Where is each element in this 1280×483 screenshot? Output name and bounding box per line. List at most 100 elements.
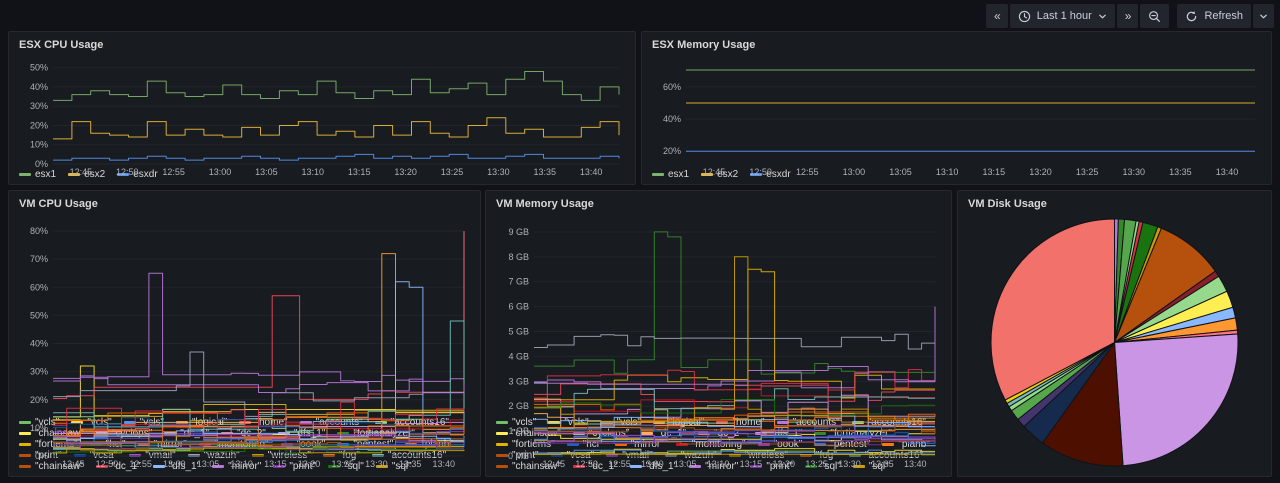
esx-cpu-chart[interactable]: 0% 10% 20% 30% 40% 50% 12:45 12:50 12:55 13:00 13:… [19,54,625,177]
svg-text:13:00: 13:00 [641,459,664,469]
time-shift-back-button[interactable]: « [986,4,1008,28]
vm-disk-pie-chart[interactable] [968,213,1261,472]
panel-title[interactable]: VM CPU Usage [19,198,98,210]
pie-slice[interactable] [1041,341,1124,467]
legend-item[interactable]: esxdr [117,169,158,180]
legend-series-label: "sql" [391,461,412,472]
legend-series-label: "mirror" [630,439,664,450]
svg-text:12:50: 12:50 [96,459,119,469]
legend-item[interactable]: "print" [273,461,316,472]
vm-memory-chart[interactable]: 0 MB 1 GB 2 GB 3 GB 4 GB 5 GB 6 GB 7 GB 8 GB 9 GB… [496,213,941,469]
legend-series-swatch [123,421,136,424]
svg-text:30%: 30% [30,367,48,377]
legend-series-swatch [852,465,865,468]
legend-item[interactable]: "fortianalyzer" [814,428,892,439]
legend-item[interactable]: "print" [750,461,793,472]
legend-series-swatch [572,465,585,468]
legend-series-swatch [273,465,286,468]
legend-item[interactable]: "print" [496,450,539,461]
legend-series-swatch [496,421,508,424]
legend-series-swatch [814,432,827,435]
legend-series-swatch [19,454,31,457]
legend-item[interactable]: esx1 [652,169,689,180]
panel-title[interactable]: VM Memory Usage [496,198,594,210]
panel-vm-memory-usage: VM Memory Usage 0 MB 1 GB 2 GB 3 GB 4 GB 5 GB… [485,190,952,477]
panel-title[interactable]: ESX CPU Usage [19,39,104,51]
refresh-button[interactable]: Refresh [1177,4,1251,28]
legend-item[interactable]: esxdr [750,169,791,180]
svg-text:30%: 30% [30,101,48,111]
svg-text:13:30: 13:30 [487,167,510,177]
legend-item[interactable]: "mirror" [689,461,738,472]
legend-series-swatch [614,443,627,446]
legend-item[interactable]: "print" [19,450,62,461]
legend-item[interactable]: "dfs_1" [152,461,200,472]
legend-series-swatch [566,443,579,446]
legend-series-label: "mirror" [228,461,262,472]
legend-item[interactable]: "hci" [566,439,603,450]
magnifier-minus-icon [1148,10,1161,23]
svg-text:2 GB: 2 GB [508,401,529,411]
legend-series-swatch [496,443,508,446]
svg-text:13:10: 13:10 [707,459,730,469]
svg-text:13:25: 13:25 [1076,167,1099,177]
svg-text:13:05: 13:05 [197,459,220,469]
legend-item[interactable]: "vcls" [19,417,59,428]
svg-text:12:45: 12:45 [703,167,726,177]
svg-text:20%: 20% [30,120,48,130]
legend-series-label: "fortianalyzer" [830,428,892,439]
legend-item[interactable]: esx2 [701,169,738,180]
legend-series-label: "dfs_1" [645,461,678,472]
zoom-out-time-button[interactable] [1140,4,1170,28]
legend-item[interactable]: "fortiems" [496,439,555,450]
panel-esx-memory-usage: ESX Memory Usage 20% 40% 60% 12:45 12:50 12:5… [641,31,1272,185]
svg-text:20%: 20% [30,395,48,405]
legend-series-swatch [152,465,165,468]
legend-item[interactable]: "sql" [375,461,412,472]
svg-text:40%: 40% [30,82,48,92]
svg-text:13:25: 13:25 [441,167,464,177]
legend-series-swatch [95,465,108,468]
legend-item[interactable]: "vcls" [496,417,536,428]
legend-item[interactable]: "accounts" [776,417,840,428]
refresh-interval-dropdown[interactable] [1253,4,1274,28]
pie-slice[interactable] [1113,333,1239,467]
time-picker-button[interactable]: Last 1 hour [1009,4,1115,28]
legend-item[interactable]: "sql" [852,461,889,472]
legend-item[interactable]: "sql" [804,461,841,472]
panel-title[interactable]: VM Disk Usage [968,198,1047,210]
legend-item[interactable]: esx1 [19,169,56,180]
svg-text:6 GB: 6 GB [508,302,529,312]
legend-series-swatch [327,465,340,468]
svg-text:20%: 20% [663,146,681,156]
legend-item[interactable]: "dc_1" [95,461,141,472]
time-shift-forward-button[interactable]: » [1116,4,1139,28]
legend-item[interactable]: "chainsaw" [496,461,561,472]
legend-item[interactable]: "pentest" [814,439,870,450]
legend-item[interactable]: "sql" [327,461,364,472]
legend-item[interactable]: "dfs_1" [629,461,678,472]
legend-series-swatch [750,465,763,468]
legend-series-swatch [19,432,31,435]
svg-text:13:10: 13:10 [302,167,325,177]
vm-cpu-chart[interactable]: 0% 10% 20% 30% 40% 50% 60% 70% 80% 12:45 12:50 12:5… [19,213,470,469]
legend-item[interactable]: "chainsaw" [19,461,84,472]
legend-item[interactable]: "planb" [882,439,930,450]
legend-item[interactable]: "mirror" [212,461,261,472]
pie-slice[interactable] [990,218,1115,401]
legend-item[interactable]: "dc_1" [572,461,618,472]
esx-memory-chart[interactable]: 20% 40% 60% 12:45 12:50 12:55 13:00 13:05 13:10 1… [652,54,1261,177]
svg-text:40%: 40% [30,339,48,349]
svg-text:13:00: 13:00 [843,167,866,177]
chevron-down-icon [1098,12,1107,21]
svg-text:12:50: 12:50 [575,459,598,469]
legend-item[interactable]: "home" [716,417,765,428]
panel-title[interactable]: ESX Memory Usage [652,39,756,51]
legend-item[interactable]: "vcls" [71,417,112,428]
svg-text:12:45: 12:45 [542,459,565,469]
legend-item[interactable]: "dc_1" [641,428,686,439]
legend-item[interactable]: esx2 [68,169,105,180]
legend-series-label: "print" [35,450,62,461]
legend-item[interactable]: "mirror" [614,439,664,450]
